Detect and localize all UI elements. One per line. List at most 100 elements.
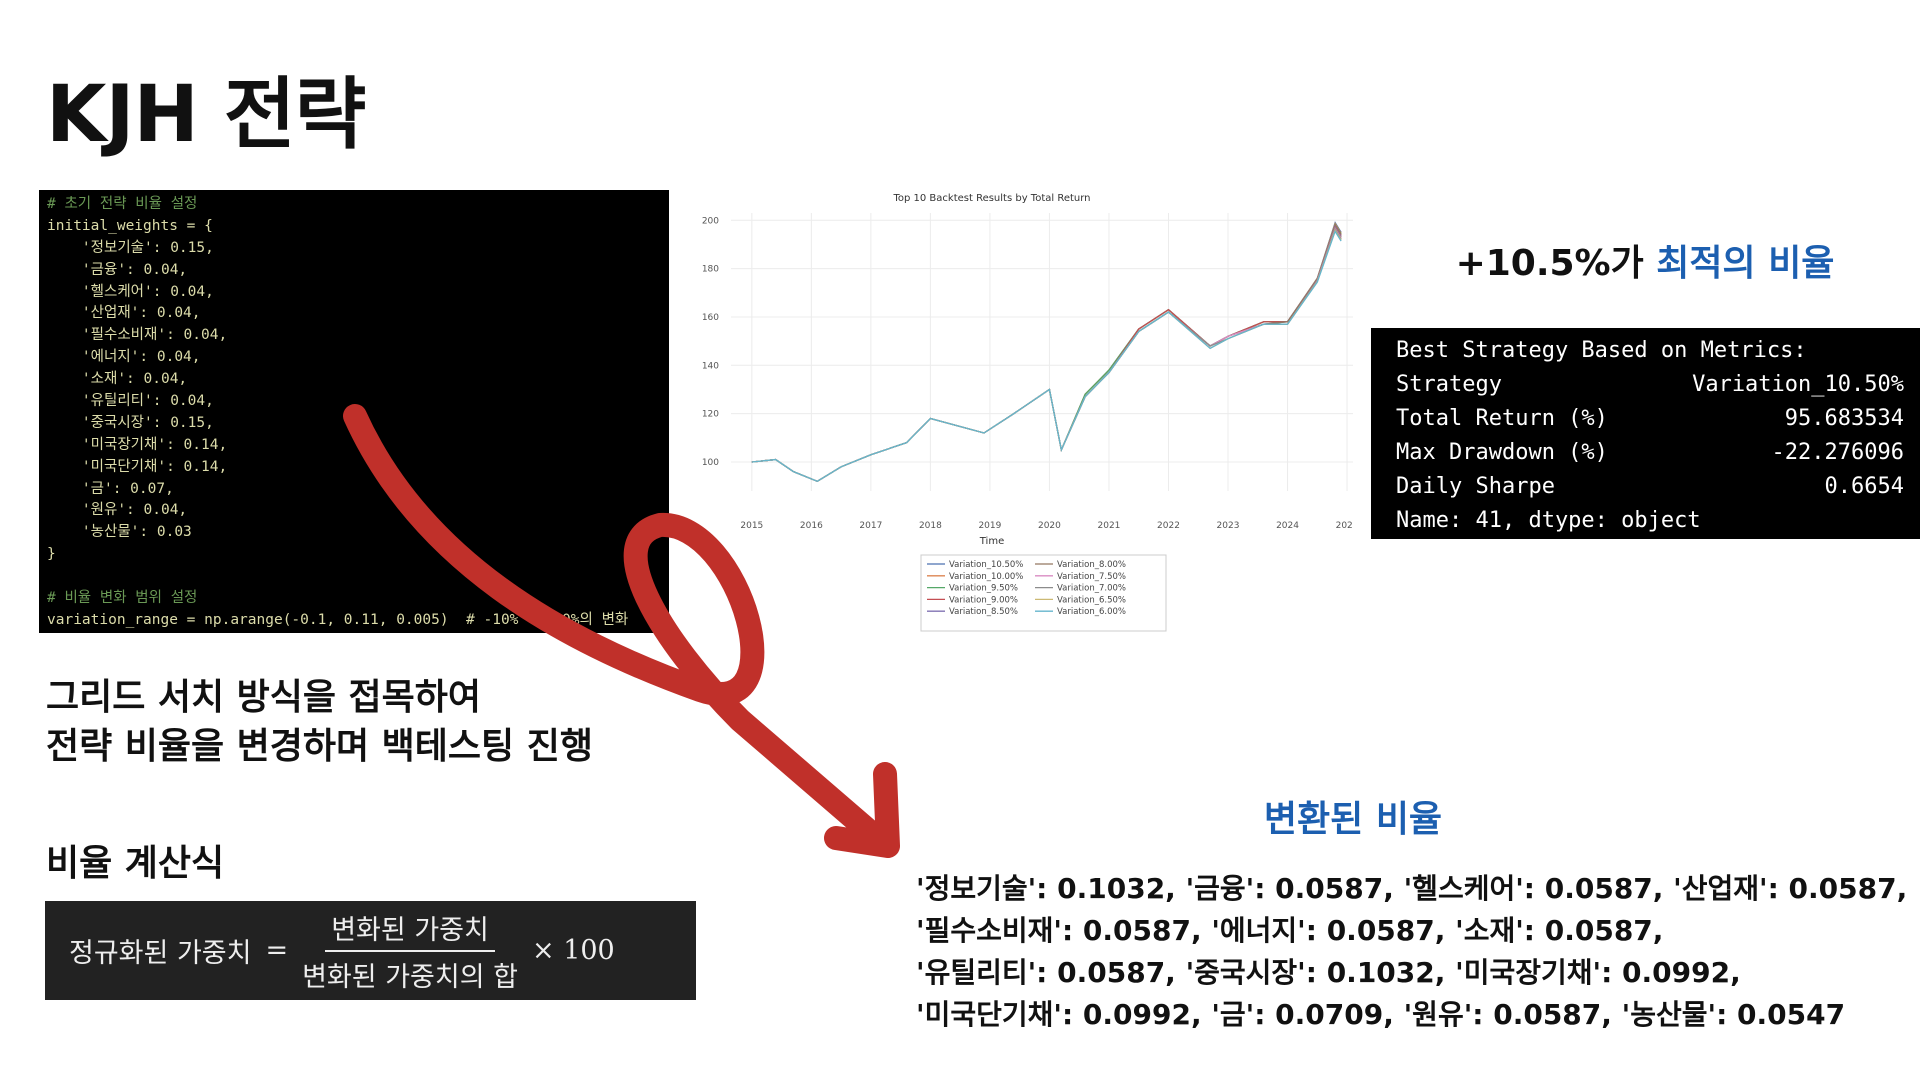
formula-numerator: 변화된 가중치	[325, 908, 495, 952]
code-line: '산업재': 0.04,	[47, 305, 201, 322]
code-line: '금': 0.07,	[47, 480, 174, 497]
code-line: '원유': 0.04,	[47, 502, 188, 519]
metrics-footer: Name: 41, dtype: object	[1396, 504, 1904, 538]
code-line: # 비율 변화 범위 설정	[47, 590, 198, 607]
formula: 정규화된 가중치 = 변화된 가중치 변화된 가중치의 합 × 100	[45, 901, 696, 1000]
x-tick-label: 2024	[1276, 521, 1299, 531]
legend-label: Variation_7.50%	[1057, 572, 1126, 582]
best-ratio-heading: +10.5%가 최적의 비율	[1400, 234, 1890, 286]
formula-denominator: 변화된 가중치의 합	[302, 961, 518, 993]
metric-label: Max Drawdown (%)	[1396, 440, 1608, 465]
metrics-row: Total Return (%) 95.683534	[1396, 402, 1904, 436]
x-tick-label: 2018	[919, 521, 942, 531]
metric-value: 95.683534	[1784, 406, 1904, 431]
ratio-line: '유틸리티': 0.0587, '중국시장': 0.1032, '미국장기채':…	[916, 956, 1741, 989]
code-line: '농산물': 0.03	[47, 524, 192, 541]
code-line: variation_range = np.arange(-0.1, 0.11, …	[47, 611, 629, 628]
best-prefix: +10.5%가	[1455, 243, 1644, 284]
legend-label: Variation_9.50%	[949, 584, 1018, 594]
formula-times: × 100	[531, 935, 615, 966]
legend-label: Variation_10.50%	[949, 560, 1023, 570]
formula-fraction: 변화된 가중치 변화된 가중치의 합	[302, 908, 518, 994]
series-line	[751, 224, 1342, 483]
x-tick-label: 2017	[859, 521, 882, 531]
x-tick-label: 2016	[800, 521, 823, 531]
code-line: initial_weights = {	[47, 217, 213, 234]
x-tick-label: 2019	[978, 521, 1001, 531]
metrics-header-text: Best Strategy Based on Metrics:	[1396, 338, 1807, 363]
code-line: '금융': 0.04,	[47, 261, 188, 278]
code-line: # 초기 전략 비율 설정	[47, 196, 198, 212]
slide-title: KJH 전략	[46, 70, 366, 160]
series-line	[751, 223, 1342, 483]
metrics-output: Best Strategy Based on Metrics: Strategy…	[1371, 328, 1920, 539]
legend-label: Variation_7.00%	[1057, 584, 1126, 594]
ratio-line: '정보기술': 0.1032, '금융': 0.0587, '헬스케어': 0.…	[916, 872, 1908, 905]
code-line: '에너지': 0.04,	[47, 349, 201, 366]
series-line	[751, 228, 1342, 483]
series-line	[751, 226, 1342, 483]
x-tick-label: 2022	[1157, 521, 1180, 531]
code-line: }	[47, 546, 56, 563]
code-line	[47, 566, 669, 588]
x-tick-label: 2015	[740, 521, 763, 531]
metrics-footer-text: Name: 41, dtype: object	[1396, 508, 1701, 533]
chart: Top 10 Backtest Results by Total Return …	[702, 193, 1353, 632]
legend-label: Variation_8.50%	[949, 607, 1018, 617]
code-line: '소재': 0.04,	[47, 371, 188, 388]
x-tick-label: 2021	[1098, 521, 1121, 531]
ratio-line: '미국단기채': 0.0992, '금': 0.0709, '원유': 0.05…	[916, 998, 1846, 1031]
code-line: '미국장기채': 0.14,	[47, 436, 228, 453]
ratio-line: '필수소비재': 0.0587, '에너지': 0.0587, '소재': 0.…	[916, 914, 1664, 947]
formula-lhs: 정규화된 가중치	[69, 938, 252, 969]
series-line	[751, 227, 1342, 483]
legend-label: Variation_6.00%	[1057, 607, 1126, 617]
code-line: '필수소비재': 0.04,	[47, 327, 228, 344]
metric-value: -22.276096	[1771, 440, 1904, 465]
legend-label: Variation_6.50%	[1057, 595, 1126, 605]
y-tick-label: 100	[702, 458, 719, 468]
metric-label: Strategy	[1396, 372, 1502, 397]
metric-value: Variation_10.50%	[1692, 372, 1904, 397]
converted-ratios: '정보기술': 0.1032, '금융': 0.0587, '헬스케어': 0.…	[916, 868, 1907, 1036]
x-tick-label: 2025	[1336, 521, 1353, 531]
code-line: '유틸리티': 0.04,	[47, 393, 214, 410]
x-tick-label: 2023	[1217, 521, 1240, 531]
code-line: '중국시장': 0.15,	[47, 414, 214, 431]
legend-label: Variation_10.00%	[949, 572, 1023, 582]
legend-label: Variation_8.00%	[1057, 560, 1126, 570]
description-line: 그리드 서치 방식을 접목하여	[46, 677, 482, 718]
y-tick-label: 140	[702, 361, 719, 371]
code-line: '헬스케어': 0.04,	[47, 283, 214, 300]
metrics-header: Best Strategy Based on Metrics:	[1396, 334, 1904, 368]
code-block: # 초기 전략 비율 설정 initial_weights = { '정보기술':…	[39, 190, 669, 633]
y-tick-label: 180	[702, 265, 719, 275]
best-highlight: 최적의 비율	[1656, 243, 1835, 284]
code-line: '정보기술': 0.15,	[47, 239, 214, 256]
chart-title: Top 10 Backtest Results by Total Return	[892, 193, 1090, 204]
metrics-row: Daily Sharpe 0.6654	[1396, 470, 1904, 504]
series-line	[751, 225, 1342, 483]
metric-label: Total Return (%)	[1396, 406, 1608, 431]
x-tick-label: 2020	[1038, 521, 1061, 531]
converted-title: 변환된 비율	[1263, 799, 1443, 840]
y-tick-label: 160	[702, 313, 719, 323]
metrics-row: Strategy Variation_10.50%	[1396, 368, 1904, 402]
metric-value: 0.6654	[1824, 474, 1904, 499]
code-line: '미국단기채': 0.14,	[47, 458, 228, 475]
series-line	[751, 221, 1342, 483]
formula-title: 비율 계산식	[46, 843, 225, 884]
y-tick-label: 200	[702, 216, 719, 226]
description-line: 전략 비율을 변경하며 백테스팅 진행	[46, 726, 593, 767]
formula-equals: =	[265, 935, 289, 966]
x-axis-label: Time	[979, 536, 1004, 547]
legend-box	[920, 554, 1167, 632]
red-arrow-head	[824, 762, 900, 858]
legend-label: Variation_9.00%	[949, 595, 1018, 605]
y-tick-label: 120	[702, 410, 719, 420]
series-line	[751, 225, 1342, 483]
metrics-rows: Strategy Variation_10.50% Total Return (%)…	[1396, 368, 1904, 504]
metric-label: Daily Sharpe	[1396, 474, 1555, 499]
series-line	[751, 222, 1342, 483]
